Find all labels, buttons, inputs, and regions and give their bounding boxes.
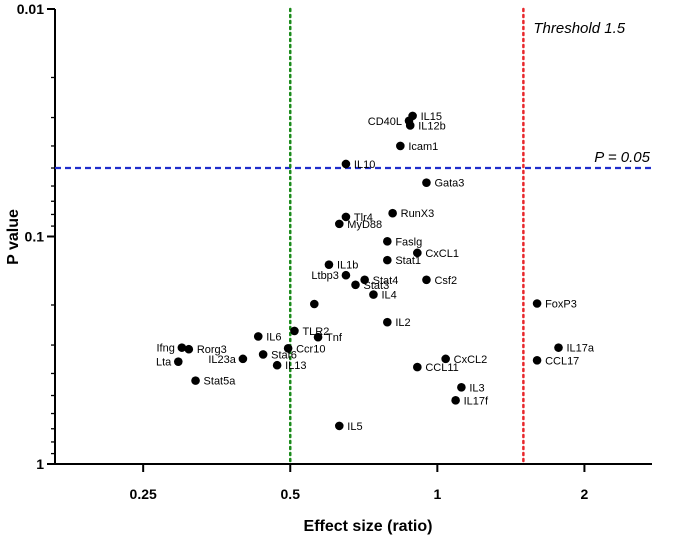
point-stat5a xyxy=(191,376,200,385)
y-tick-label: 0.01 xyxy=(17,1,44,17)
p-threshold-label: P = 0.05 xyxy=(594,149,650,166)
x-tick-label: 0.5 xyxy=(281,486,301,502)
point-label-il6: IL6 xyxy=(266,331,281,343)
point-label-tlr4: Tlr4 xyxy=(354,212,373,224)
point-label-il5: IL5 xyxy=(347,421,362,433)
data-points: IL15 CD40L IL12b Icam1 IL10 Gata3 Tlr4 RunX3 MyD… xyxy=(156,111,595,433)
point-label-il10: IL10 xyxy=(354,159,375,171)
point-label-il13: IL13 xyxy=(285,360,306,372)
point-ifng xyxy=(177,343,187,352)
point-label-csf2: Csf2 xyxy=(434,275,457,287)
effect-threshold-label: Threshold 1.5 xyxy=(533,20,625,37)
point-label-ltbp3: Ltbp3 xyxy=(311,270,339,282)
point-myd88 xyxy=(334,219,344,229)
axes: 0.01 0.1 1 0.25 0.5 1 2 xyxy=(17,1,652,502)
point-label-stat6: Stat6 xyxy=(271,349,297,361)
point-il5 xyxy=(334,421,344,431)
point-label-faslg: Faslg xyxy=(395,236,422,248)
point-label-il15: IL15 xyxy=(421,111,442,123)
point-ltbp3 xyxy=(341,270,351,280)
point-label-il2: IL2 xyxy=(395,317,410,329)
point-label-tnf: Tnf xyxy=(326,332,343,344)
point-label-ccl17: CCL17 xyxy=(545,355,579,367)
x-axis-title: Effect size (ratio) xyxy=(304,518,433,535)
point-il13 xyxy=(272,360,282,370)
point-stat3 xyxy=(351,280,360,290)
point-label-runx3: RunX3 xyxy=(401,208,435,220)
point-il17a xyxy=(554,343,563,352)
point-label-tlr2: TLR2 xyxy=(302,326,329,338)
x-tick-label: 0.25 xyxy=(130,486,157,502)
point-cxcl1 xyxy=(413,248,422,258)
point-il3 xyxy=(457,382,466,392)
point-label-stat3: Stat3 xyxy=(364,280,390,292)
point-label-il1b: IL1b xyxy=(337,260,358,272)
point-il23a xyxy=(238,354,248,364)
y-tick-label: 1 xyxy=(36,456,44,472)
reference-labels: P = 0.05 Threshold 1.5 xyxy=(533,20,650,166)
point-label-myd88: MyD88 xyxy=(347,219,382,231)
point-unlabeled xyxy=(310,299,319,309)
point-faslg xyxy=(383,237,392,246)
point-label-il12b: IL12b xyxy=(418,120,446,132)
point-label-il3: IL3 xyxy=(469,382,484,394)
point-label-gata3: Gata3 xyxy=(434,178,464,190)
point-label-il23a: IL23a xyxy=(208,354,236,366)
x-tick-label: 1 xyxy=(433,486,441,502)
point-label-cxcl2: CxCL2 xyxy=(454,354,488,366)
point-il2 xyxy=(383,317,392,327)
point-rorg3 xyxy=(184,344,194,354)
point-il10 xyxy=(341,159,351,169)
point-label-il17a: IL17a xyxy=(567,343,595,355)
point-foxp3 xyxy=(532,299,542,308)
reference-lines xyxy=(55,7,652,466)
point-il17f xyxy=(451,396,460,405)
point-gata3 xyxy=(422,178,431,187)
point-icam1 xyxy=(396,141,405,151)
point-label-ccl11: CCL11 xyxy=(425,362,458,374)
point-ccl11 xyxy=(413,362,422,372)
point-label-il4: IL4 xyxy=(381,290,396,302)
point-il12b xyxy=(405,121,415,130)
point-stat6 xyxy=(258,350,268,359)
point-label-cxcl1: CxCL1 xyxy=(425,248,459,260)
point-il1b xyxy=(324,260,334,269)
x-tick-label: 2 xyxy=(581,486,589,502)
point-lta xyxy=(173,357,183,366)
point-label-icam1: Icam1 xyxy=(408,141,438,153)
point-label-stat4: Stat4 xyxy=(373,275,399,287)
point-stat4 xyxy=(360,275,369,285)
point-label-stat5a: Stat5a xyxy=(204,376,237,388)
point-label-stat1: Stat1 xyxy=(395,255,421,267)
point-stat1 xyxy=(383,255,392,265)
point-il4 xyxy=(369,290,378,299)
point-tlr2 xyxy=(290,326,299,336)
point-label-cd40l: CD40L xyxy=(368,116,402,128)
point-tnf xyxy=(313,332,323,342)
point-label-ifng: Ifng xyxy=(157,343,175,355)
point-label-ccr10: Ccr10 xyxy=(296,343,325,355)
point-runx3 xyxy=(388,208,397,218)
point-label-foxp3: FoxP3 xyxy=(545,298,577,310)
point-tlr4 xyxy=(341,212,351,222)
point-label-il17f: IL17f xyxy=(464,395,489,407)
point-cxcl2 xyxy=(441,354,450,364)
point-il6 xyxy=(253,332,263,341)
point-ccl17 xyxy=(532,355,542,365)
point-label-rorg3: Rorg3 xyxy=(197,344,227,356)
point-csf2 xyxy=(422,275,431,285)
y-tick-label: 0.1 xyxy=(25,229,45,245)
point-ccr10 xyxy=(283,343,293,353)
y-axis-title: P value xyxy=(5,209,22,265)
point-label-lta: Lta xyxy=(156,357,172,369)
